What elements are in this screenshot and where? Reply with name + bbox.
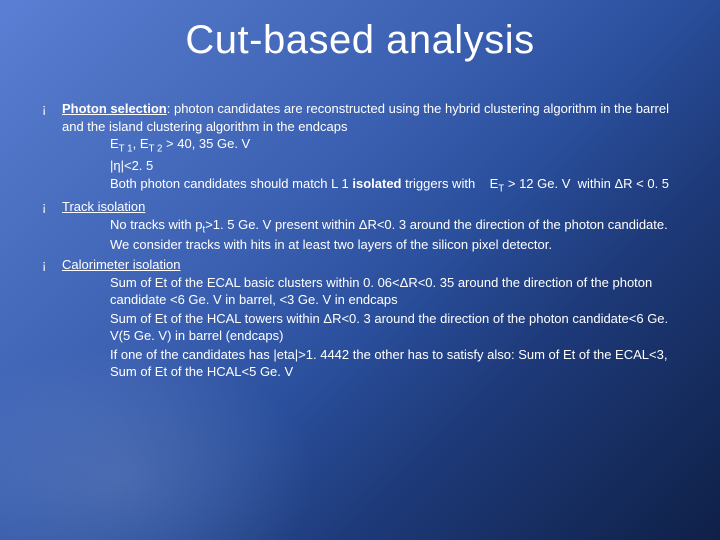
bullet-list: Photon selection: photon candidates are … [40,100,690,381]
sub-item: Sum of Et of the HCAL towers within ΔR<0… [84,310,690,345]
sub-item: If one of the candidates has |eta|>1. 44… [84,346,690,381]
slide: Cut-based analysis Photon selection: pho… [0,0,720,540]
section-heading: Calorimeter isolation [62,257,181,272]
section-item: Photon selection: photon candidates are … [40,100,690,196]
sub-item: Sum of Et of the ECAL basic clusters wit… [84,274,690,309]
sub-list: Sum of Et of the ECAL basic clusters wit… [84,274,690,381]
sub-item: ET 1, ET 2 > 40, 35 Ge. V [84,135,690,156]
section-heading: Track isolation [62,199,145,214]
slide-body: Photon selection: photon candidates are … [40,100,690,383]
section-heading: Photon selection: photon candidates are … [62,101,669,134]
sub-item: No tracks with pt>1. 5 Ge. V present wit… [84,216,690,254]
section-item: Calorimeter isolation Sum of Et of the EC… [40,256,690,381]
sub-list: No tracks with pt>1. 5 Ge. V present wit… [84,216,690,254]
sub-list: ET 1, ET 2 > 40, 35 Ge. V|η|<2. 5Both ph… [84,135,690,196]
section-item: Track isolation No tracks with pt>1. 5 Ge… [40,198,690,254]
slide-title: Cut-based analysis [0,18,720,63]
sub-item: |η|<2. 5 [84,157,690,175]
sub-item: Both photon candidates should match L 1 … [84,175,690,196]
